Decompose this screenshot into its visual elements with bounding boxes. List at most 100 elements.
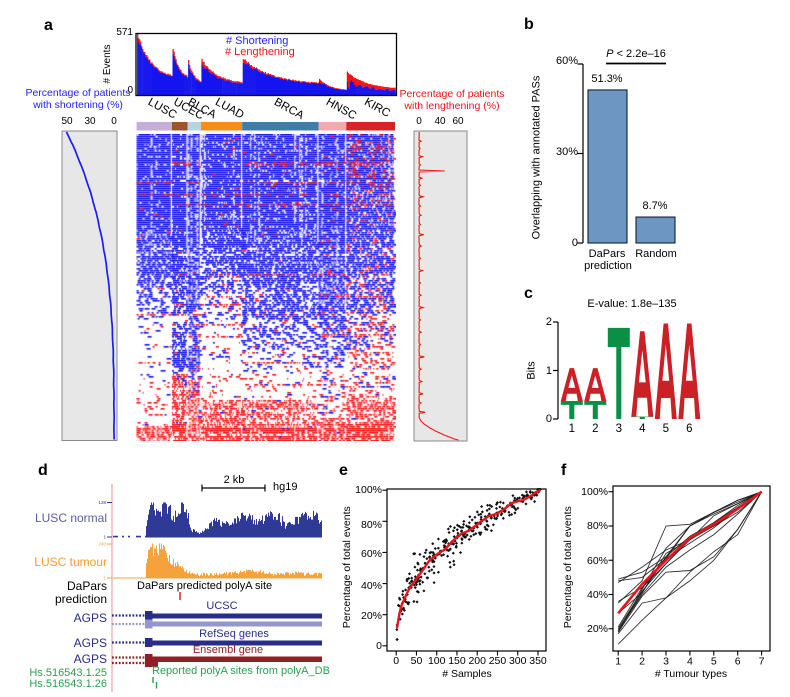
panel-a-left-tick-50: 50 <box>61 116 73 127</box>
panel-b-bar1-value: 51.3% <box>591 73 623 85</box>
panel-e-x-title: # Samples <box>442 668 492 680</box>
panel-d-tumour-scale-max: 240 <box>98 542 106 547</box>
panel-f-x-title: # Tumour types <box>654 668 728 680</box>
panel-c-ytick-0: 0 <box>545 413 552 425</box>
panel-c-ytick-1: 1 <box>545 365 552 377</box>
panel-e-ytick-20: 20% <box>360 610 382 622</box>
panel-a-label: a <box>44 17 53 34</box>
panel-d-normal-scale-max: 138 <box>98 500 106 505</box>
panel-a-bar-chart <box>135 32 398 97</box>
panel-a-right-title-1: Percentage of patients <box>399 88 505 100</box>
panel-f-xtick-7: 7 <box>759 656 765 668</box>
panel-a-right-tick-40: 40 <box>434 116 446 127</box>
panel-d-scale-text: 2 kb <box>223 474 245 486</box>
panel-b-label: b <box>524 16 534 33</box>
panel-a-ymin: 0 <box>127 85 133 96</box>
panel-a-legend-lengthening: # Lengthening <box>225 46 295 58</box>
panel-b-pvalue-p: P <box>606 48 614 60</box>
panel-a-left-title-1: Percentage of patients <box>25 87 131 99</box>
panel-b-bar-chart <box>577 62 676 244</box>
panel-f-xtick-4: 4 <box>687 656 693 668</box>
panel-e-xtick-350: 350 <box>529 655 547 667</box>
panel-c-xtick-5: 5 <box>663 423 669 435</box>
panel-e-xtick-150: 150 <box>448 655 466 667</box>
panel-d-genome: hg19 <box>273 481 298 493</box>
panel-a-heatmap <box>136 134 396 441</box>
panel-a-right-curve-panel <box>413 130 468 442</box>
panel-c-y-title: Bits <box>525 361 538 380</box>
panel-d-agps-3: AGPS <box>73 652 107 666</box>
panel-a-cancer-label-BRCA: BRCA <box>272 96 306 122</box>
panel-c-xtick-3: 3 <box>616 423 622 435</box>
panel-f-xtick-5: 5 <box>711 656 717 668</box>
panel-c-evalue: E-value: 1.8e–135 <box>587 298 677 310</box>
panel-f-ytick-60: 60% <box>586 555 608 567</box>
panel-a-ymax: 571 <box>116 27 133 38</box>
panel-a-right-tick-60: 60 <box>452 116 464 127</box>
panel-e-scatter: 0 50 100 150 200 250 300 350 <box>382 487 547 667</box>
panel-a-right-tick-0: 0 <box>416 116 422 127</box>
panel-e-xtick-300: 300 <box>509 655 527 667</box>
panel-a-left-title-2: with shortening (%) <box>33 99 123 111</box>
panel-e-label: e <box>339 462 348 479</box>
panel-d-ensembl: Ensembl gene <box>192 644 264 656</box>
panel-d-dapars-1: DaPars <box>66 579 107 593</box>
panel-f-ytick-40: 40% <box>586 589 608 601</box>
panel-a-legend-shortening: # Shortening <box>226 35 289 47</box>
panel-f-ytick-80: 80% <box>586 520 608 532</box>
panel-b-ytick-30: 30% <box>555 146 578 158</box>
panel-d-accession-1: Hs.516543.1.25 <box>29 667 107 679</box>
panel-d-ucsc: UCSC <box>206 600 238 612</box>
panel-a-cancer-label-KIRC: KIRC <box>362 96 392 120</box>
panel-c-xtick-6: 6 <box>686 423 692 435</box>
panel-c-sequence-logo: 1 2 3 4 5 6 <box>553 321 701 435</box>
panel-f-label: f <box>561 462 567 479</box>
panel-b-pvalue-rest: < 2.2e–16 <box>613 48 666 60</box>
panel-d-predicted: DaPars predicted polyA site <box>137 580 273 592</box>
panel-a-cancer-label-LUAD: LUAD <box>213 96 246 121</box>
panel-a-cancer-label-LUSC: LUSC <box>146 96 179 121</box>
panel-c-label: c <box>524 285 533 302</box>
panel-e-y-title: Percentage of total events <box>340 506 353 629</box>
panel-d-accession-2: Hs.516543.1.26 <box>29 678 107 690</box>
panel-d-normal-scale-min: 1 <box>103 535 106 540</box>
panel-b-ytick-0: 0 <box>571 237 578 249</box>
panel-b-ytick-60: 60% <box>555 55 578 67</box>
panel-e-xtick-100: 100 <box>428 655 446 667</box>
panel-e-ytick-40: 40% <box>360 580 382 592</box>
panel-b-bar2-value: 8.7% <box>642 200 668 212</box>
panel-e-ytick-80: 80% <box>360 519 382 531</box>
panel-e-xtick-0: 0 <box>393 655 399 667</box>
panel-c-xtick-1: 1 <box>569 423 575 435</box>
panel-f-xtick-2: 2 <box>639 656 645 668</box>
panel-b-y-title: Overlapping with annotated PASs <box>530 75 543 240</box>
panel-b-pvalue: P < 2.2e–16 <box>606 49 666 60</box>
panel-d-label: d <box>38 462 48 479</box>
panel-b-xlabel-2: Random <box>635 248 677 260</box>
panel-c-ytick-2: 2 <box>545 316 552 328</box>
panel-e-ytick-100: 100% <box>355 484 382 496</box>
panel-c-xtick-2: 2 <box>592 423 598 435</box>
panel-e-xtick-250: 250 <box>489 655 507 667</box>
panel-d-normal-label: LUSC normal <box>34 511 107 525</box>
panel-d-refseq: RefSeq genes <box>199 628 269 640</box>
panel-d-polyadb: Reported polyA sites from polyA_DB <box>152 665 330 677</box>
panel-a-left-tick-30: 30 <box>84 116 96 127</box>
panel-d-agps-1: AGPS <box>73 611 107 625</box>
panel-b-xlabel-1a: DaPars <box>588 248 626 260</box>
panel-a-right-title-2: with lengthening (%) <box>404 100 500 112</box>
panel-a-events-axis-title: # Events <box>102 44 113 84</box>
panel-e-xtick-50: 50 <box>411 655 423 667</box>
panel-e-ytick-0: 0 <box>376 640 382 652</box>
panel-d-dapars-2: prediction <box>54 592 107 606</box>
panel-a-left-tick-0: 0 <box>111 116 117 127</box>
panel-f-ytick-100: 100% <box>581 486 608 498</box>
panel-b-xlabel-1b: prediction <box>584 260 632 272</box>
panel-d-tumour-scale-min: 1 <box>103 576 106 581</box>
panel-d-tumour-label: LUSC tumour <box>34 555 107 569</box>
panel-e-ytick-60: 60% <box>360 548 382 560</box>
panel-f-ytick-20: 20% <box>586 623 608 635</box>
